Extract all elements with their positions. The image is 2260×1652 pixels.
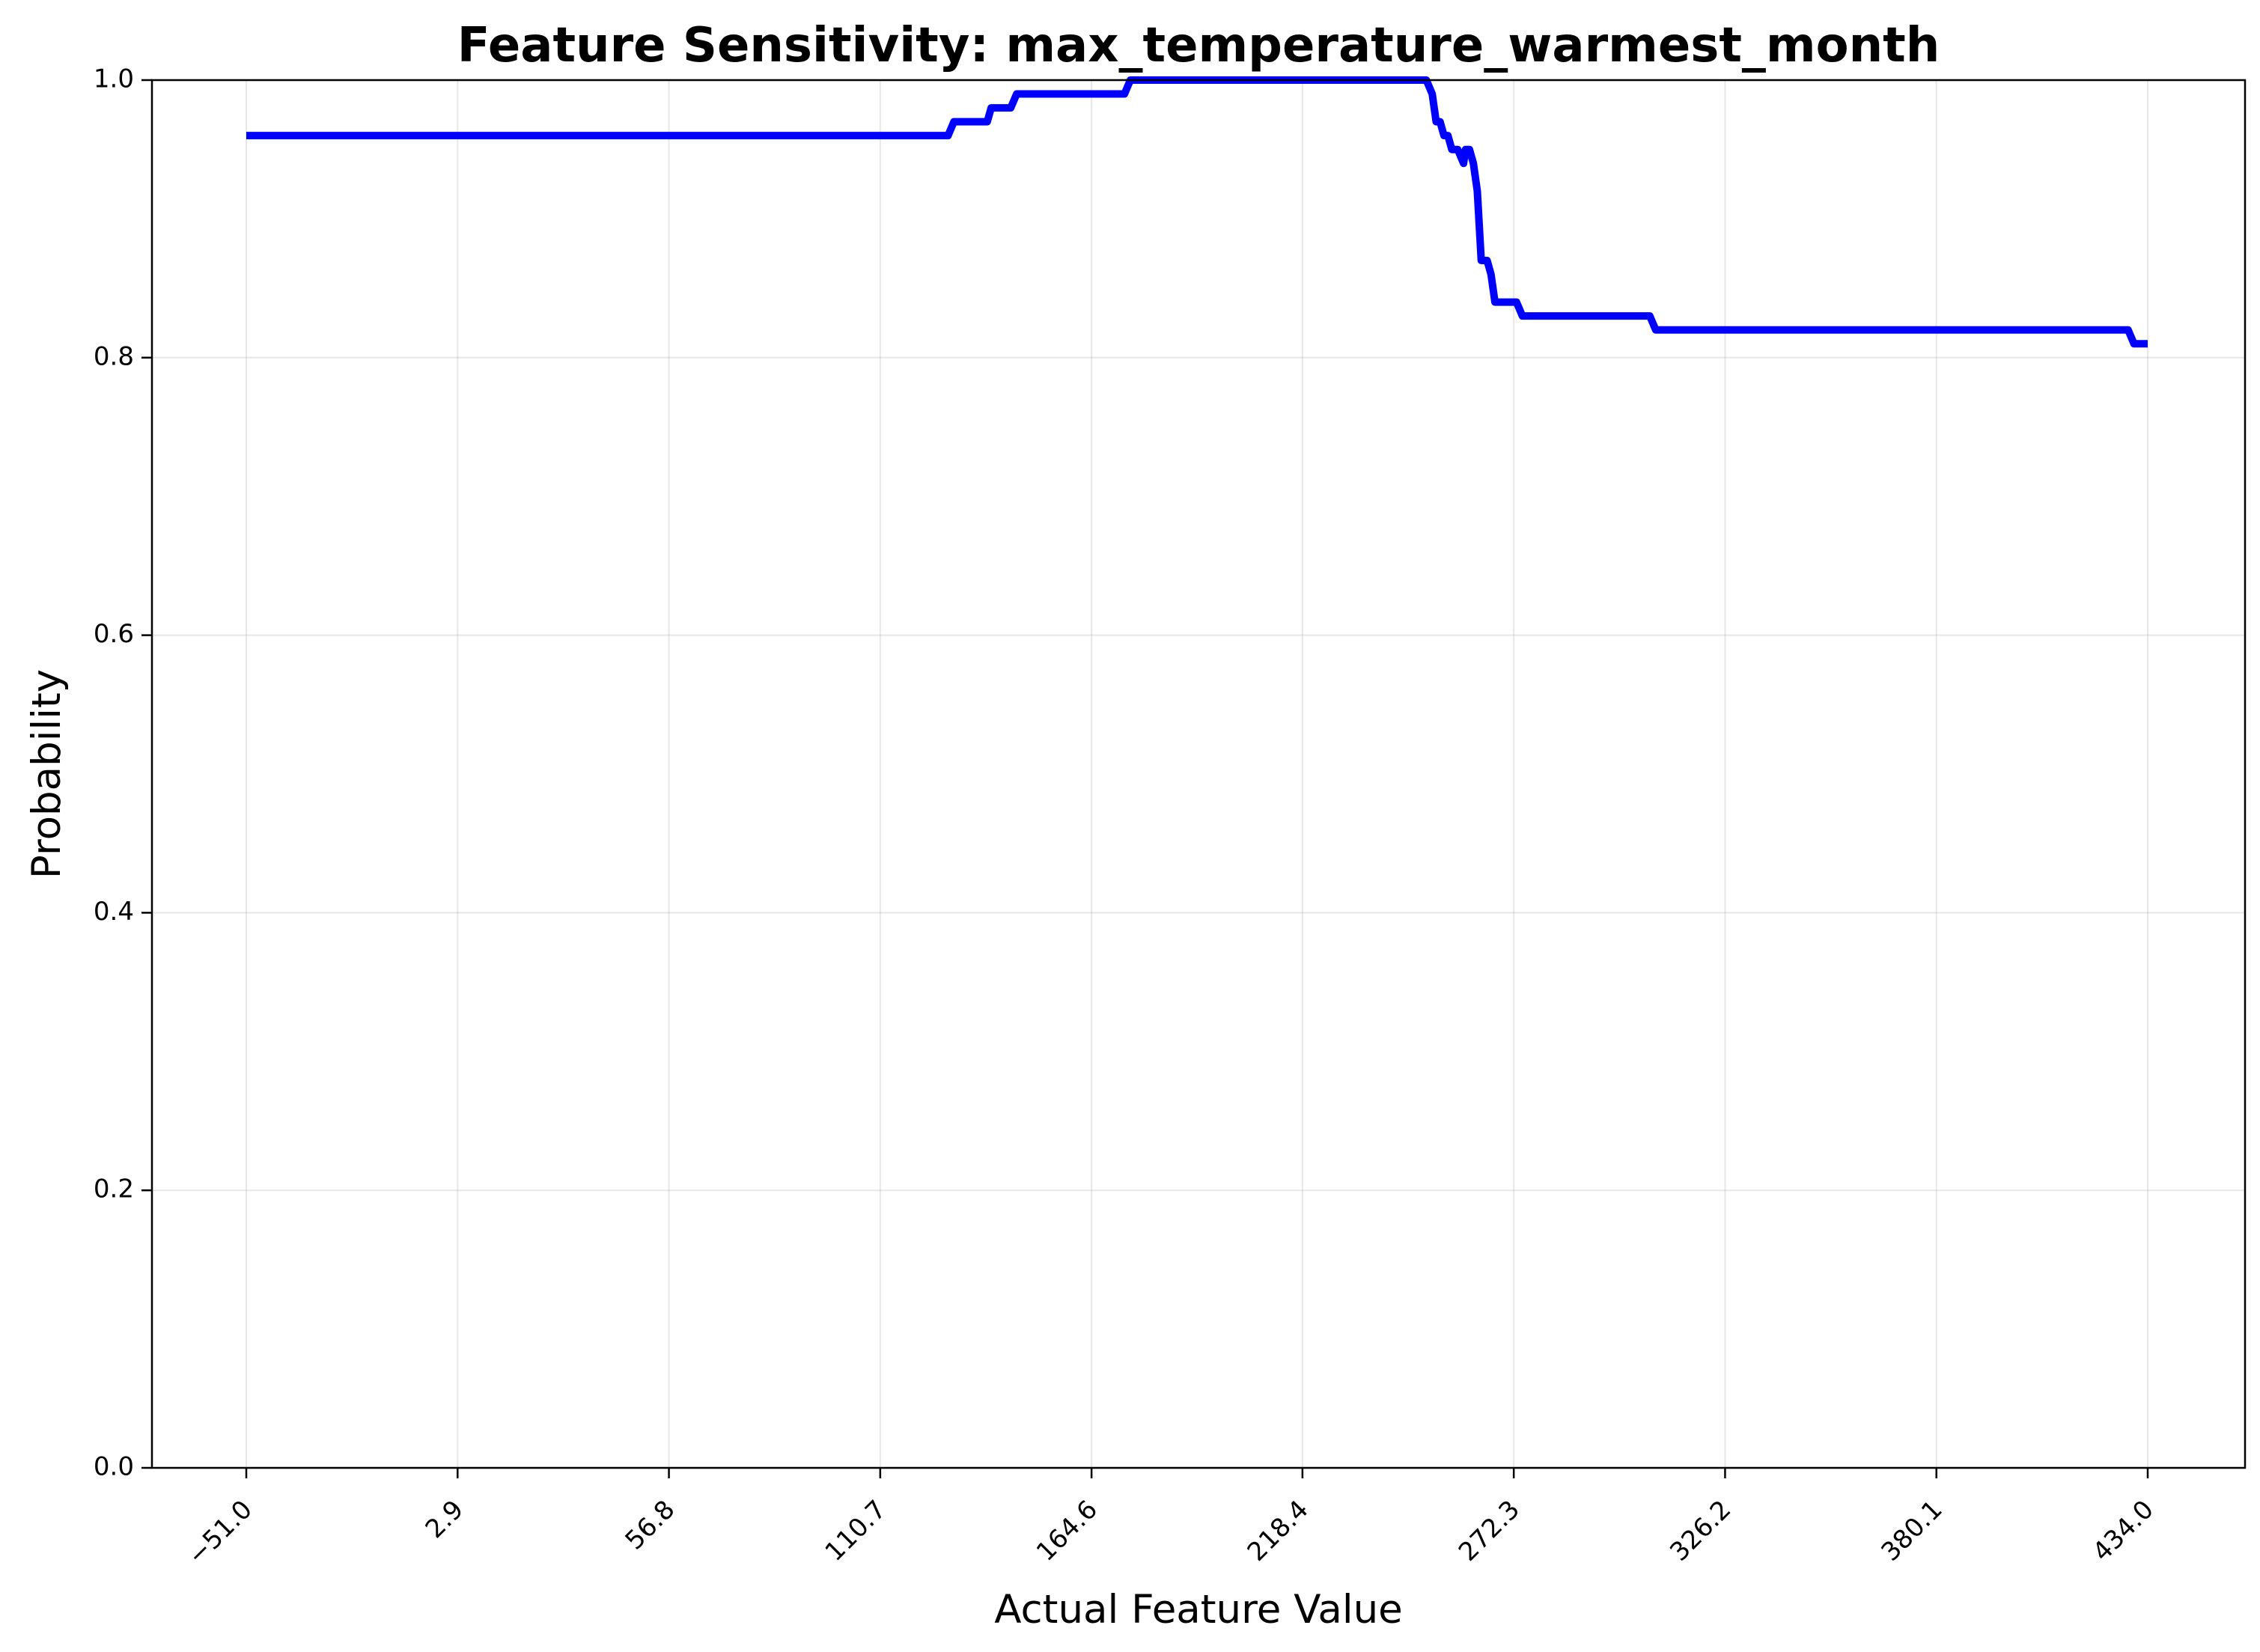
axes-frame [150,79,2247,1469]
y-tick-label: 0.6 [94,619,134,649]
y-tick-label: 0.8 [94,341,134,371]
y-tick-label: 0.4 [94,897,134,927]
series-line [246,76,2148,348]
y-tick-label: 0.0 [94,1452,134,1482]
chart-title: Feature Sensitivity: max_temperature_war… [457,18,1940,73]
series-layer [246,76,2148,348]
y-tick-label: 1.0 [94,64,134,94]
y-axis-label: Probability [24,669,70,879]
x-axis-label: Actual Feature Value [994,1587,1403,1633]
y-tick-label: 0.2 [94,1174,134,1204]
